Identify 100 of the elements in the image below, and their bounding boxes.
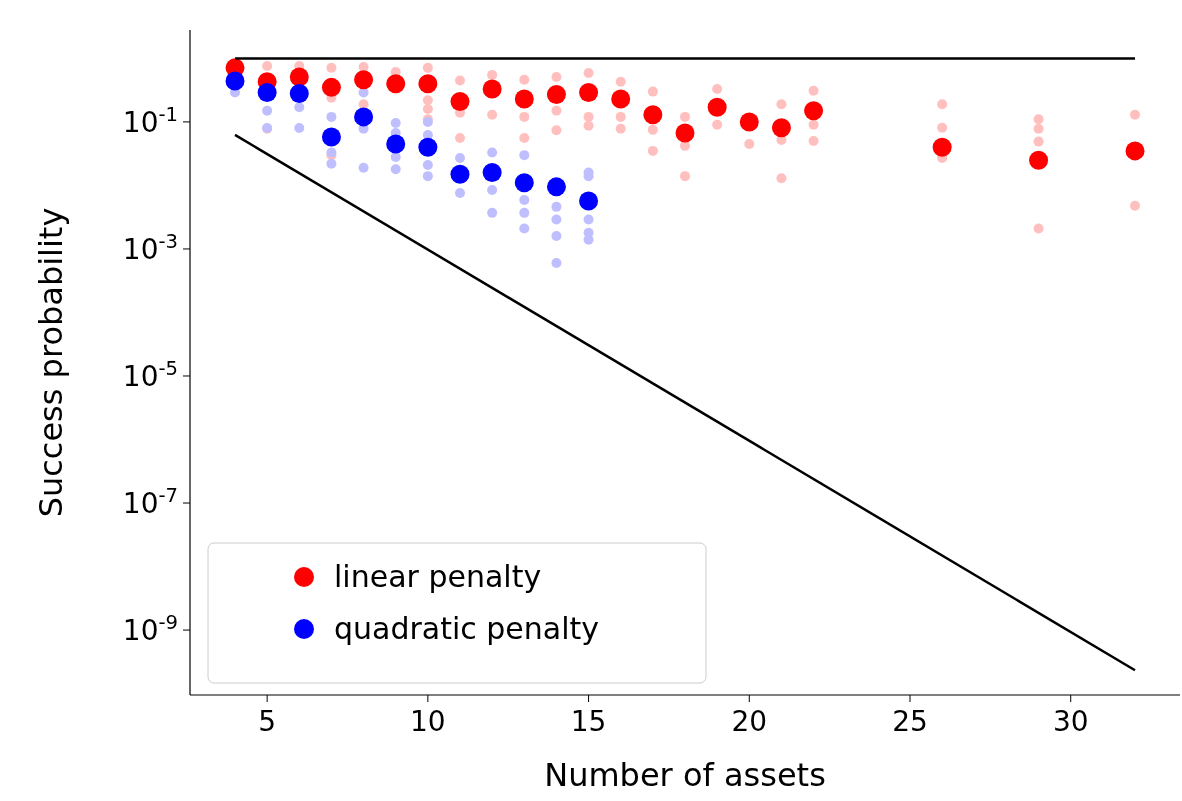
point bbox=[487, 184, 498, 195]
point bbox=[1033, 114, 1044, 125]
point bbox=[1130, 109, 1140, 120]
point bbox=[519, 207, 530, 218]
point bbox=[937, 122, 948, 133]
x-tick-label: 15 bbox=[570, 705, 607, 738]
point bbox=[546, 177, 566, 197]
point bbox=[1033, 123, 1044, 134]
point bbox=[354, 107, 374, 127]
point bbox=[326, 62, 337, 73]
point bbox=[643, 105, 663, 125]
point bbox=[519, 132, 530, 143]
point bbox=[579, 83, 599, 103]
point bbox=[739, 112, 759, 132]
point bbox=[289, 67, 309, 87]
x-tick-label: 25 bbox=[892, 705, 928, 738]
point bbox=[418, 137, 438, 157]
point bbox=[546, 85, 566, 105]
x-tick-label: 10 bbox=[410, 705, 446, 738]
point bbox=[354, 70, 374, 90]
point bbox=[262, 60, 273, 71]
point bbox=[712, 83, 723, 94]
point bbox=[680, 111, 690, 122]
point bbox=[487, 207, 498, 218]
point bbox=[551, 201, 562, 212]
point bbox=[744, 138, 755, 149]
legend-label: linear penalty bbox=[334, 559, 542, 594]
point bbox=[707, 97, 727, 117]
point bbox=[647, 145, 658, 156]
point bbox=[326, 111, 337, 122]
point bbox=[615, 76, 626, 87]
point bbox=[551, 71, 562, 82]
y-tick-label: 10$^{-3}$ bbox=[122, 229, 178, 266]
point bbox=[321, 127, 341, 147]
point bbox=[450, 164, 470, 184]
point bbox=[808, 85, 819, 96]
point bbox=[418, 74, 438, 94]
point bbox=[390, 164, 401, 175]
point bbox=[455, 132, 465, 143]
point bbox=[1033, 223, 1044, 234]
point bbox=[294, 102, 305, 113]
point bbox=[390, 152, 401, 163]
point bbox=[390, 118, 401, 129]
point bbox=[326, 158, 337, 169]
point bbox=[583, 111, 594, 122]
point bbox=[615, 111, 626, 122]
y-tick-label: 10$^{-1}$ bbox=[122, 102, 178, 139]
point bbox=[776, 173, 787, 184]
x-axis-title: Number of assets bbox=[544, 756, 826, 794]
point bbox=[519, 150, 530, 161]
point bbox=[519, 194, 530, 205]
point bbox=[514, 173, 534, 193]
y-tick-label: 10$^{-5}$ bbox=[122, 356, 178, 393]
point bbox=[294, 123, 305, 134]
point bbox=[487, 147, 498, 158]
point bbox=[611, 89, 631, 109]
point bbox=[358, 162, 369, 173]
point bbox=[514, 89, 534, 109]
point bbox=[422, 103, 433, 114]
legend-label: quadratic penalty bbox=[334, 611, 600, 646]
point bbox=[422, 62, 433, 73]
point bbox=[519, 223, 530, 234]
point bbox=[1125, 141, 1145, 161]
point bbox=[262, 105, 273, 116]
point bbox=[1029, 150, 1049, 170]
y-axis-title: Success probability bbox=[32, 207, 70, 518]
point bbox=[583, 120, 594, 131]
point bbox=[257, 83, 277, 103]
point bbox=[422, 171, 433, 182]
point bbox=[808, 119, 819, 130]
point bbox=[482, 162, 502, 182]
point bbox=[712, 119, 723, 130]
point bbox=[519, 111, 530, 122]
x-tick-label: 30 bbox=[1052, 705, 1089, 738]
point bbox=[487, 69, 498, 80]
point bbox=[422, 159, 433, 170]
point bbox=[551, 258, 562, 269]
x-tick-label: 20 bbox=[731, 705, 768, 738]
point bbox=[482, 79, 502, 99]
y-tick-label: 10$^{-9}$ bbox=[122, 610, 178, 648]
x-tick-label: 5 bbox=[258, 705, 277, 738]
point bbox=[450, 91, 470, 111]
point bbox=[615, 123, 626, 134]
point bbox=[551, 230, 562, 241]
point bbox=[583, 67, 594, 78]
point bbox=[647, 124, 658, 135]
point bbox=[519, 74, 530, 85]
point bbox=[289, 84, 309, 104]
point bbox=[455, 153, 465, 164]
point bbox=[647, 86, 658, 97]
point bbox=[937, 99, 948, 110]
point bbox=[551, 214, 562, 225]
point bbox=[1130, 200, 1140, 211]
point bbox=[771, 118, 791, 138]
point bbox=[675, 123, 695, 143]
point bbox=[487, 109, 498, 120]
point bbox=[386, 74, 406, 94]
point bbox=[808, 136, 819, 147]
point bbox=[1033, 136, 1044, 147]
point bbox=[551, 105, 562, 116]
